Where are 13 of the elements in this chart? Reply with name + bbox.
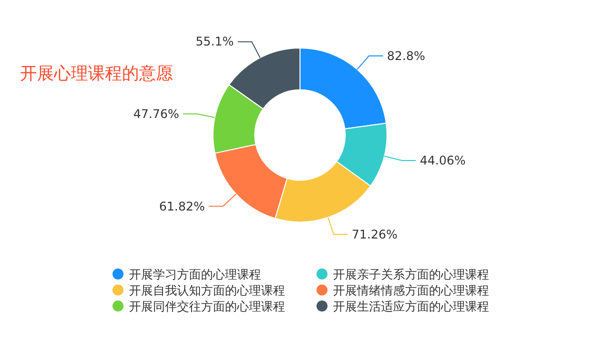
legend-label: 开展生活适应方面的心理课程 xyxy=(333,300,489,314)
data-label: 61.82% xyxy=(159,199,205,214)
legend-label: 开展学习方面的心理课程 xyxy=(129,268,261,282)
legend-label: 开展亲子关系方面的心理课程 xyxy=(333,268,489,282)
text: 开展心理课程的意愿 xyxy=(20,64,173,84)
data-label: 44.06% xyxy=(420,153,466,168)
data-label: 55.1% xyxy=(196,34,234,49)
legend-label: 开展自我认知方面的心理课程 xyxy=(129,284,285,298)
legend-label: 开展同伴交往方面的心理课程 xyxy=(129,300,285,314)
data-label: 71.26% xyxy=(352,227,398,242)
legend-label: 开展情绪情感方面的心理课程 xyxy=(333,284,489,298)
data-label: 47.76% xyxy=(133,106,180,121)
data-label: 82.8% xyxy=(386,48,426,63)
